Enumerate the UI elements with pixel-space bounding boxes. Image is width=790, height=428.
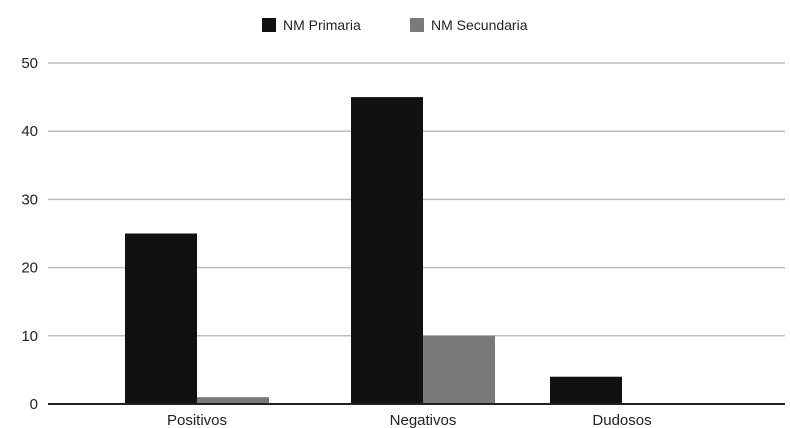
bar-nm-secundaria-negativos: [423, 335, 495, 404]
y-tick-label: 10: [21, 328, 38, 345]
x-category-label: Dudosos: [592, 412, 651, 428]
y-tick-label: 40: [21, 123, 38, 140]
legend-swatch: [410, 18, 424, 32]
y-tick-label: 30: [21, 191, 38, 208]
x-axis: Positivos Negativos Dudosos: [48, 403, 785, 428]
legend-label: NM Primaria: [283, 17, 361, 33]
legend-swatch: [262, 18, 276, 32]
bar-nm-primaria-negativos: [351, 97, 423, 404]
y-axis-ticks: 0 10 20 30 40 50: [21, 55, 38, 413]
legend-label: NM Secundaria: [431, 17, 528, 33]
bar-nm-primaria-dudosos: [550, 376, 622, 404]
y-tick-label: 50: [21, 55, 38, 72]
bar-nm-primaria-positivos: [125, 233, 197, 404]
bars: [125, 97, 622, 404]
bar-nm-secundaria-positivos: [197, 397, 269, 404]
x-category-label: Positivos: [167, 412, 227, 428]
x-category-label: Negativos: [390, 412, 457, 428]
y-tick-label: 20: [21, 260, 38, 277]
legend: NM Primaria NM Secundaria: [262, 17, 528, 33]
y-tick-label: 0: [30, 396, 38, 413]
